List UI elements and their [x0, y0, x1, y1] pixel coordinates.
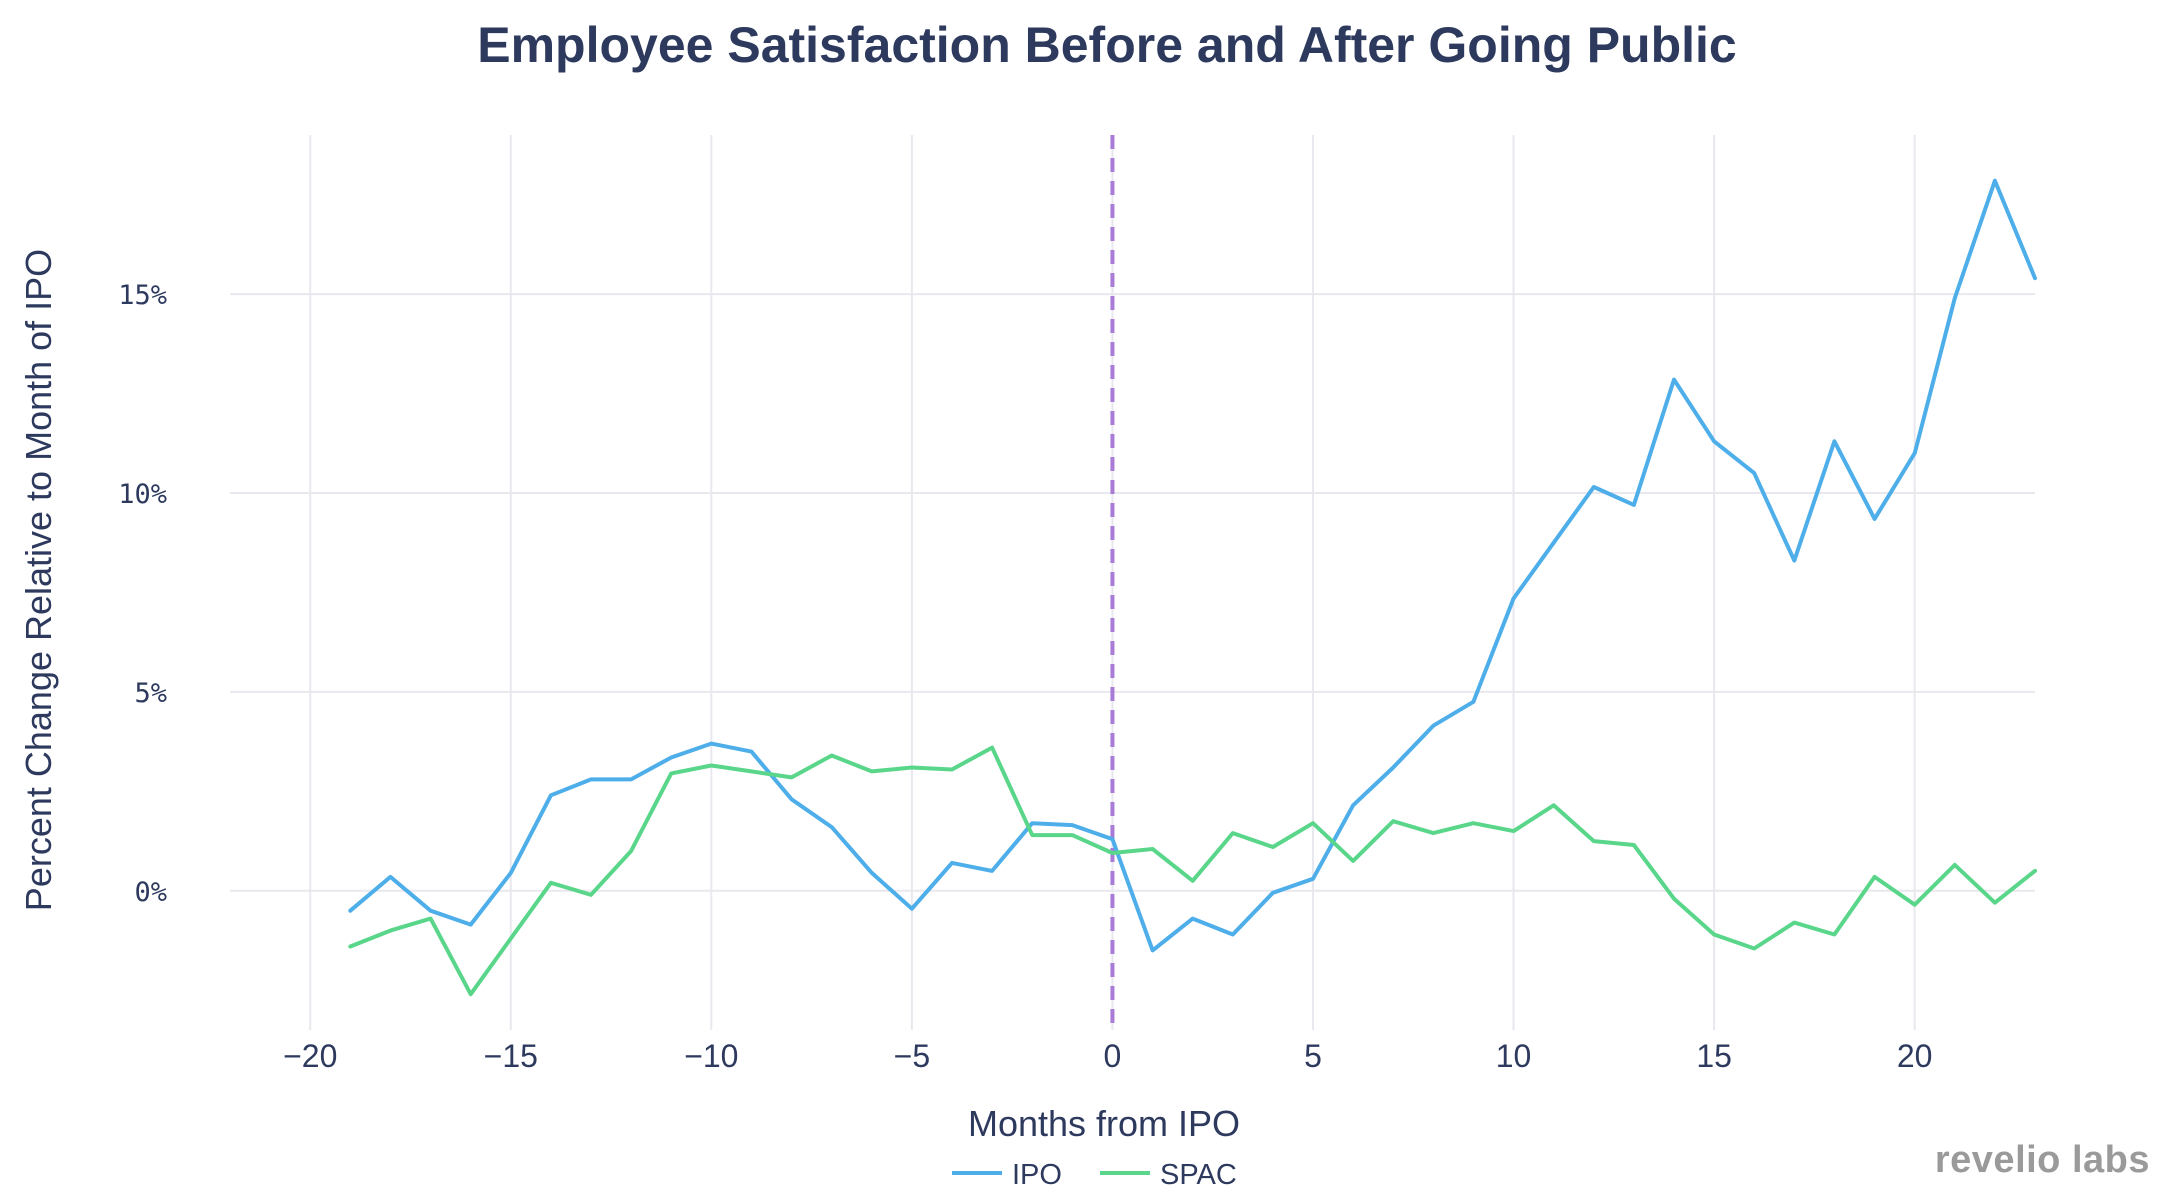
- series-line-spac: [348, 745, 2037, 997]
- x-tick-label: 20: [1897, 1038, 1933, 1074]
- x-axis-title: Months from IPO: [968, 1103, 1240, 1144]
- y-tick-label: 15%: [118, 280, 167, 311]
- series-line-ipo: [348, 178, 2037, 953]
- x-tick-label: −15: [484, 1038, 538, 1074]
- legend: IPO SPAC: [952, 1159, 1237, 1191]
- x-tick-label: 0: [1104, 1038, 1122, 1074]
- x-tick-label: −5: [894, 1038, 930, 1074]
- revelio-labs-logo: revelio labs: [1934, 1139, 2150, 1181]
- x-tick-label: −10: [684, 1038, 738, 1074]
- chart-title: Employee Satisfaction Before and After G…: [477, 17, 1736, 73]
- tick-labels: −20 −15 −10 −5 0 5 10 15 20 0% 5% 10% 15%: [118, 280, 1932, 1074]
- x-tick-label: 15: [1696, 1038, 1732, 1074]
- y-tick-label: 10%: [118, 479, 167, 510]
- y-axis-title: Percent Change Relative to Month of IPO: [18, 249, 59, 911]
- legend-label-spac: SPAC: [1160, 1159, 1237, 1191]
- x-tick-label: 10: [1496, 1038, 1532, 1074]
- x-tick-label: 5: [1304, 1038, 1322, 1074]
- y-tick-label: 0%: [134, 877, 167, 908]
- x-tick-label: −20: [283, 1038, 337, 1074]
- series-layer: [348, 178, 2037, 997]
- y-tick-label: 5%: [134, 678, 167, 709]
- legend-label-ipo: IPO: [1012, 1159, 1062, 1191]
